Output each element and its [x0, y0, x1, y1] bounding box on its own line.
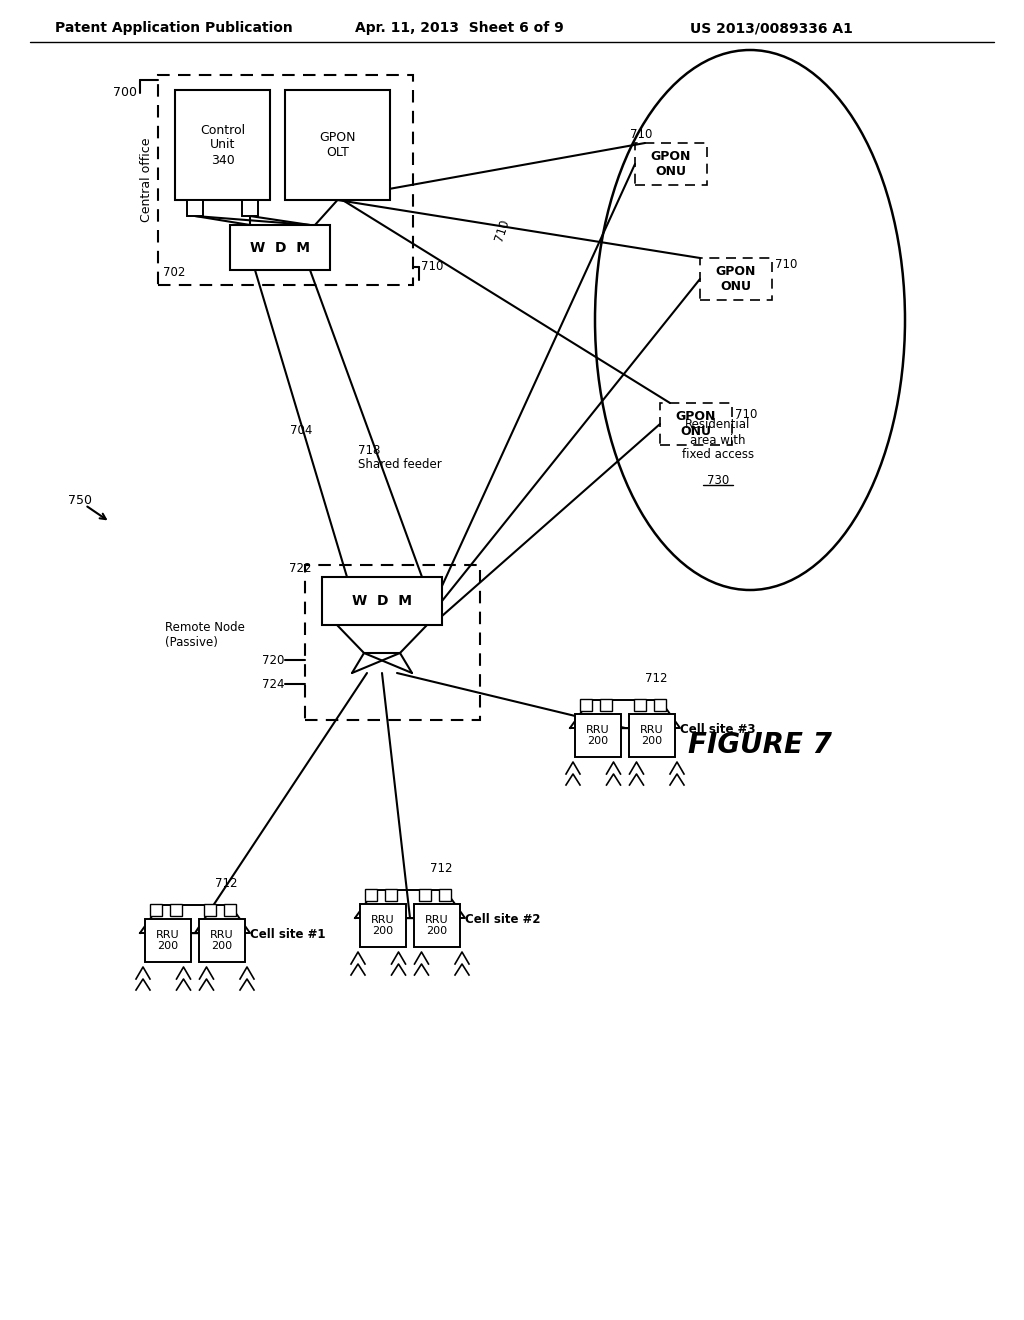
Text: W  D  M: W D M [250, 240, 310, 255]
Text: GPON
ONU: GPON ONU [676, 411, 716, 438]
Text: 724: 724 [262, 677, 285, 690]
Text: 710: 710 [775, 257, 798, 271]
Text: Residential
area with
fixed access: Residential area with fixed access [682, 418, 754, 462]
FancyBboxPatch shape [242, 201, 258, 216]
Text: 712: 712 [645, 672, 668, 685]
Text: 710: 710 [630, 128, 652, 141]
Text: Cell site #1: Cell site #1 [250, 928, 326, 941]
Text: RRU
200: RRU 200 [157, 929, 180, 952]
FancyBboxPatch shape [187, 201, 203, 216]
Text: 710: 710 [735, 408, 758, 421]
FancyBboxPatch shape [419, 888, 431, 902]
Text: 718: 718 [358, 444, 380, 457]
Text: GPON
OLT: GPON OLT [319, 131, 355, 158]
Ellipse shape [595, 50, 905, 590]
FancyBboxPatch shape [170, 904, 182, 916]
FancyBboxPatch shape [199, 919, 245, 962]
FancyBboxPatch shape [414, 904, 460, 946]
Text: W  D  M: W D M [352, 594, 412, 609]
Text: Shared feeder: Shared feeder [358, 458, 441, 470]
FancyBboxPatch shape [575, 714, 621, 756]
Text: 730: 730 [707, 474, 729, 487]
FancyBboxPatch shape [629, 714, 675, 756]
FancyBboxPatch shape [175, 90, 270, 201]
Text: Cell site #2: Cell site #2 [465, 913, 541, 927]
FancyBboxPatch shape [145, 919, 191, 962]
FancyBboxPatch shape [634, 700, 646, 711]
FancyBboxPatch shape [230, 224, 330, 271]
Text: RRU
200: RRU 200 [586, 725, 610, 746]
Text: Control
Unit
340: Control Unit 340 [200, 124, 245, 166]
FancyBboxPatch shape [385, 888, 397, 902]
FancyBboxPatch shape [158, 75, 413, 285]
FancyBboxPatch shape [635, 143, 707, 185]
Text: 720: 720 [262, 653, 285, 667]
FancyBboxPatch shape [580, 700, 592, 711]
FancyBboxPatch shape [285, 90, 390, 201]
Text: 750: 750 [68, 494, 92, 507]
Text: Patent Application Publication: Patent Application Publication [55, 21, 293, 36]
FancyBboxPatch shape [600, 700, 612, 711]
FancyBboxPatch shape [204, 904, 216, 916]
FancyBboxPatch shape [224, 904, 236, 916]
FancyBboxPatch shape [150, 904, 162, 916]
Text: RRU
200: RRU 200 [371, 915, 395, 936]
Text: Central office: Central office [140, 137, 153, 222]
FancyBboxPatch shape [660, 403, 732, 445]
Text: Cell site #3: Cell site #3 [680, 723, 756, 737]
FancyBboxPatch shape [439, 888, 451, 902]
Text: Apr. 11, 2013  Sheet 6 of 9: Apr. 11, 2013 Sheet 6 of 9 [355, 21, 564, 36]
Text: 710: 710 [421, 260, 443, 273]
Text: 700: 700 [113, 87, 137, 99]
Text: RRU
200: RRU 200 [640, 725, 664, 746]
FancyBboxPatch shape [365, 888, 377, 902]
Text: Remote Node
(Passive): Remote Node (Passive) [165, 620, 245, 649]
Text: 710: 710 [492, 218, 511, 243]
Text: 712: 712 [215, 876, 238, 890]
FancyBboxPatch shape [305, 565, 480, 719]
Text: FIGURE 7: FIGURE 7 [688, 731, 831, 759]
FancyBboxPatch shape [360, 904, 406, 946]
Text: US 2013/0089336 A1: US 2013/0089336 A1 [690, 21, 853, 36]
FancyBboxPatch shape [322, 577, 442, 624]
Text: 722: 722 [290, 562, 312, 576]
Text: 704: 704 [290, 424, 312, 437]
FancyBboxPatch shape [654, 700, 666, 711]
Text: RRU
200: RRU 200 [425, 915, 449, 936]
Text: GPON
ONU: GPON ONU [651, 150, 691, 178]
Text: RRU
200: RRU 200 [210, 929, 233, 952]
Text: 712: 712 [430, 862, 453, 875]
Text: 702: 702 [163, 267, 185, 280]
FancyBboxPatch shape [700, 257, 772, 300]
Text: GPON
ONU: GPON ONU [716, 265, 756, 293]
